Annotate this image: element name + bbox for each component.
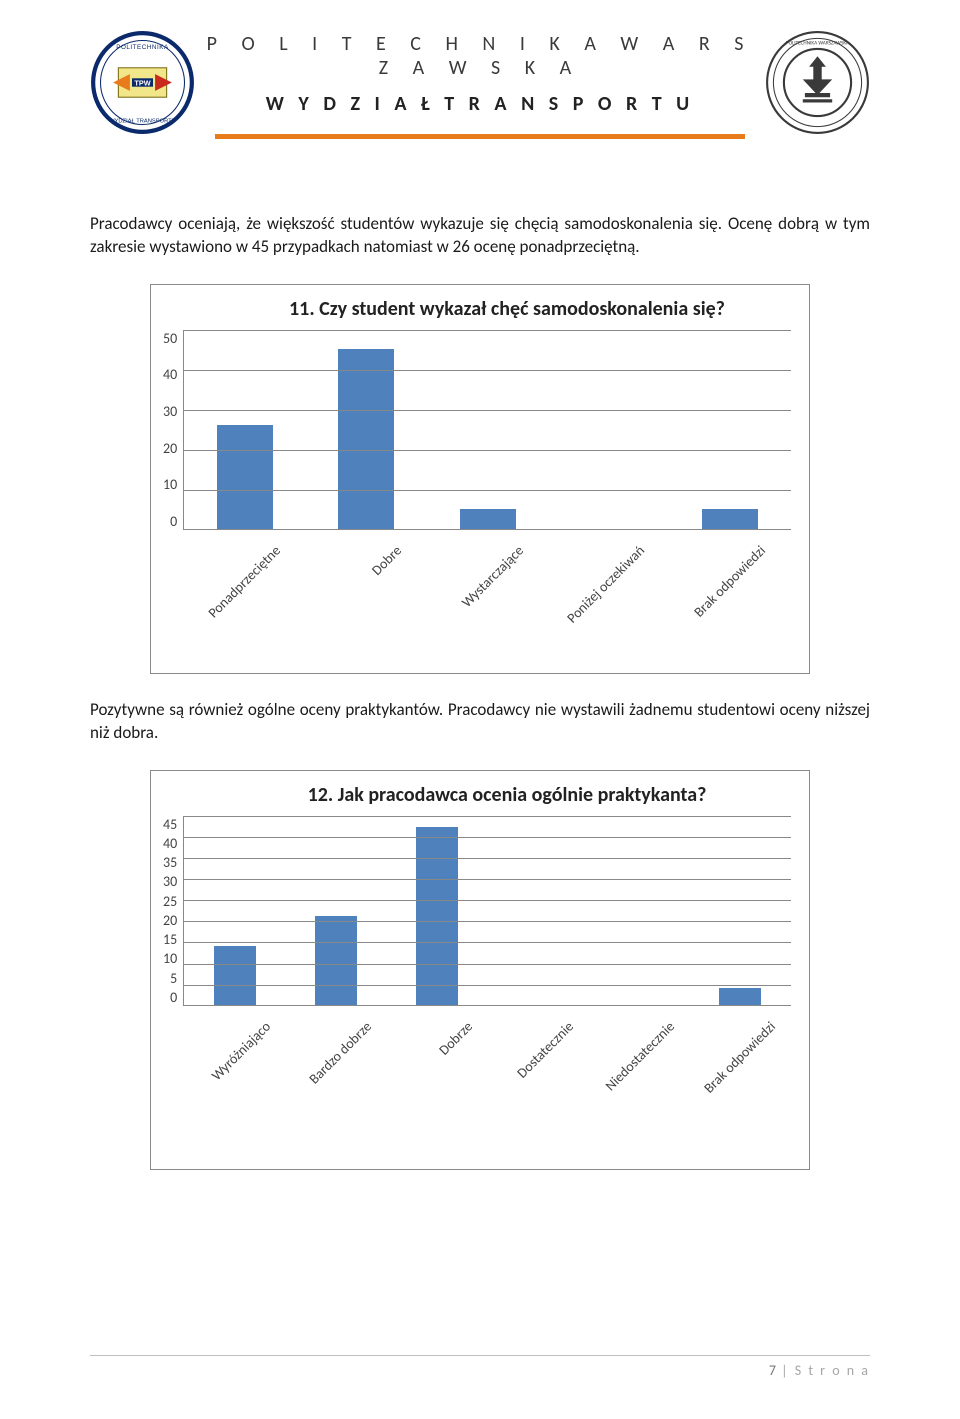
bar	[719, 988, 761, 1005]
xtick-label: Bardzo dobrze	[305, 1018, 375, 1088]
gridline	[184, 490, 791, 491]
bar	[315, 916, 357, 1005]
ytick-label: 15	[163, 931, 177, 948]
footer-page-number: 7	[769, 1362, 776, 1379]
gridline	[184, 330, 791, 331]
svg-text:POLITECHNIKA: POLITECHNIKA	[116, 44, 169, 51]
bar	[217, 425, 273, 529]
gridline	[184, 942, 791, 943]
ytick-label: 40	[163, 835, 177, 852]
footer-separator: |	[776, 1362, 795, 1379]
xtick-label: Niedostatecznie	[602, 1018, 678, 1094]
xtick-label: Dobrze	[435, 1018, 476, 1059]
gridline	[184, 410, 791, 411]
bar	[702, 509, 758, 529]
ytick-label: 5	[170, 970, 177, 987]
footer-rule	[90, 1355, 870, 1356]
bar	[338, 349, 394, 529]
svg-text:WYDZIAŁ TRANSPORTU: WYDZIAŁ TRANSPORTU	[109, 118, 176, 124]
ytick-label: 10	[163, 476, 177, 493]
chart-12-xlabels: Wyróżniająco Bardzo dobrze Dobrze Dostatecz…	[203, 1006, 791, 1116]
ytick-label: 0	[170, 513, 177, 530]
xtick-label: Wyróżniająco	[208, 1018, 274, 1084]
faculty-name: W Y D Z I A Ł T R A N S P O R T U	[195, 92, 765, 116]
chart-12-yaxis: 45 40 35 30 25 20 15 10 5 0	[163, 816, 183, 1006]
xtick-label: Wystarczające	[458, 542, 527, 611]
paragraph-2: Pozytywne są również ogólne oceny prakty…	[90, 699, 870, 745]
xtick-label: Poniżej oczekiwań	[563, 542, 648, 627]
ytick-label: 10	[163, 950, 177, 967]
ytick-label: 40	[163, 366, 177, 383]
ytick-label: 0	[170, 989, 177, 1006]
svg-text:TPW: TPW	[134, 79, 150, 88]
header-titles: P O L I T E C H N I K A W A R S Z A W S …	[195, 30, 765, 143]
gridline	[184, 816, 791, 817]
gridline	[184, 921, 791, 922]
chart-11-xlabels: Ponadprzeciętne Dobre Wystarczające Poniżej…	[203, 530, 791, 640]
ytick-label: 35	[163, 854, 177, 871]
xtick-label: Dostatecznie	[514, 1018, 578, 1082]
bar	[460, 509, 516, 529]
xtick-label: Brak odpowiedzi	[701, 1018, 780, 1097]
ytick-label: 50	[163, 330, 177, 347]
bar	[214, 946, 256, 1005]
ytick-label: 20	[163, 912, 177, 929]
gridline	[184, 450, 791, 451]
ytick-label: 25	[163, 893, 177, 910]
logo-faculty-icon: POLITECHNIKA WYDZIAŁ TRANSPORTU TPW	[90, 30, 195, 135]
gridline	[184, 370, 791, 371]
ytick-label: 20	[163, 440, 177, 457]
chart-12: 12. Jak pracodawca ocenia ogólnie prakty…	[150, 770, 810, 1170]
chart-11-title: 11. Czy student wykazał chęć samodoskona…	[163, 297, 791, 322]
header-rule	[215, 134, 745, 139]
page-footer: 7 | S t r o n a	[0, 1355, 960, 1379]
gridline	[184, 985, 791, 986]
gridline	[184, 879, 791, 880]
xtick-label: Brak odpowiedzi	[691, 542, 770, 621]
svg-text:POLITECHNIKA WARSZAWSKA: POLITECHNIKA WARSZAWSKA	[786, 41, 850, 47]
xtick-label: Ponadprzeciętne	[204, 542, 283, 621]
ytick-label: 30	[163, 403, 177, 420]
university-name: P O L I T E C H N I K A W A R S Z A W S …	[195, 32, 765, 80]
page-header: POLITECHNIKA WYDZIAŁ TRANSPORTU TPW P O …	[90, 30, 870, 143]
chart-11: 11. Czy student wykazał chęć samodoskona…	[150, 284, 810, 674]
logo-university-icon: POLITECHNIKA WARSZAWSKA	[765, 30, 870, 135]
bar	[416, 827, 458, 1004]
xtick-label: Dobre	[368, 542, 405, 579]
paragraph-1: Pracodawcy oceniają, że większość studen…	[90, 213, 870, 259]
gridline	[184, 837, 791, 838]
chart-11-plot	[183, 330, 791, 530]
gridline	[184, 964, 791, 965]
gridline	[184, 900, 791, 901]
chart-12-plot	[183, 816, 791, 1006]
chart-12-title: 12. Jak pracodawca ocenia ogólnie prakty…	[163, 783, 791, 808]
footer-page-label: S t r o n a	[795, 1362, 870, 1379]
ytick-label: 30	[163, 873, 177, 890]
gridline	[184, 858, 791, 859]
ytick-label: 45	[163, 816, 177, 833]
chart-11-yaxis: 50 40 30 20 10 0	[163, 330, 183, 530]
